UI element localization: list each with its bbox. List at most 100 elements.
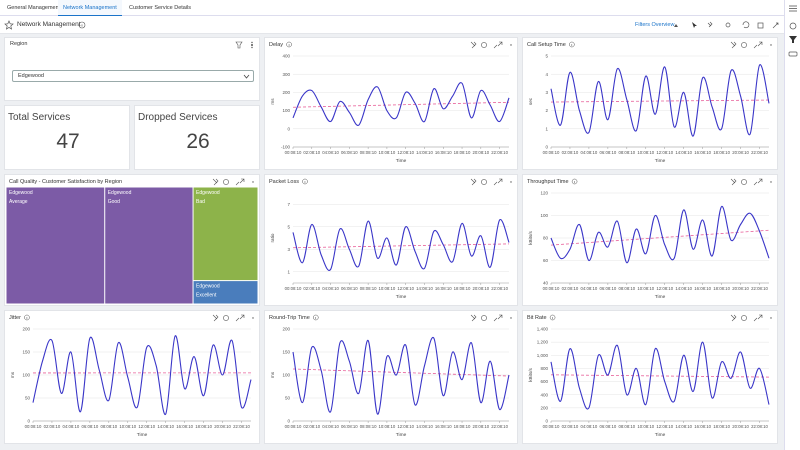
chart-title: Jitter — [9, 315, 21, 321]
x-tick-label: 18:08:10 — [454, 424, 471, 429]
x-tick-label: 12:08:10 — [397, 150, 414, 155]
region-selected: Edgewood — [18, 73, 44, 79]
data-line — [550, 64, 770, 137]
x-tick-label: 18:08:10 — [454, 150, 471, 155]
treemap-cell — [193, 281, 258, 304]
chart: Bit Rate 0 200 400 600 800 1,000 1,200 1,400 00:0… — [527, 314, 772, 438]
data-line — [550, 205, 770, 264]
more-icon — [510, 44, 512, 46]
y-axis-label: ratio — [270, 233, 275, 242]
y-tick-label: 200 — [282, 327, 290, 332]
trend-line — [292, 243, 510, 249]
x-tick-label: 22:08:10 — [491, 424, 508, 429]
x-tick-label: 16:08:10 — [435, 150, 452, 155]
x-tick-label: 04:08:10 — [581, 286, 598, 291]
chart-title: Throughput Time — [527, 179, 569, 185]
pin-icon — [470, 178, 477, 186]
star-icon[interactable] — [4, 20, 14, 30]
info-circle — [571, 178, 578, 185]
region-title: Region — [10, 41, 28, 47]
panel-actions[interactable] — [212, 314, 254, 322]
x-tick-label: 16:08:10 — [435, 286, 452, 291]
info-icon — [313, 314, 319, 321]
toolbar-icons[interactable] — [672, 21, 782, 30]
data-line — [550, 341, 770, 410]
y-tick-label: 3 — [287, 247, 290, 252]
kpi-title: Total Services — [8, 112, 71, 123]
x-tick-label: 20:08:10 — [214, 424, 231, 429]
expand-icon — [493, 314, 503, 322]
y-axis-label: kBits/s — [528, 231, 533, 245]
chart-panel: Round-Trip Time 0 50 100 150 200 00:08:10 02:08… — [264, 310, 518, 444]
expand-icon — [753, 41, 763, 49]
x-axis-label: Time — [655, 158, 666, 164]
info-icon — [24, 314, 30, 321]
tab[interactable]: Network Management — [58, 0, 122, 16]
x-tick-label: 12:08:10 — [656, 424, 673, 429]
y-axis-label: kBits/s — [528, 368, 533, 382]
sidebar-icons[interactable] — [785, 0, 800, 60]
x-tick-label: 22:08:10 — [751, 286, 768, 291]
chart-panel: Call Quality - Customer Satisfaction by … — [4, 174, 260, 306]
chart-panel: Jitter 0 50 100 150 200 00:08:10 02:08:10 04:08:… — [4, 310, 260, 444]
panel-actions[interactable] — [470, 178, 512, 186]
x-tick-label: 22:08:10 — [751, 424, 768, 429]
y-tick-label: 200 — [282, 90, 290, 95]
dropdown-arrow — [243, 74, 250, 79]
x-tick-label: 06:08:10 — [600, 424, 617, 429]
tab-bar: General Management Network Management Cu… — [0, 0, 784, 16]
comment-icon — [741, 179, 747, 185]
panel-actions[interactable] — [470, 41, 512, 49]
x-axis-label: Time — [655, 294, 666, 300]
x-tick-label: 12:08:10 — [397, 424, 414, 429]
region-select[interactable]: Edgewood — [12, 70, 254, 82]
comment-icon — [481, 42, 487, 48]
chart-panel: Packet Loss 1 3 5 7 00:08:10 02:08:10 04:08:10 0… — [264, 174, 518, 306]
x-tick-label: 06:08:10 — [600, 286, 617, 291]
chart-title: Call Setup Time — [527, 42, 566, 48]
x-tick-label: 14:08:10 — [675, 424, 692, 429]
x-tick-label: 02:08:10 — [44, 424, 61, 429]
x-tick-label: 12:08:10 — [138, 424, 155, 429]
x-tick-label: 12:08:10 — [397, 286, 414, 291]
treemap-cell — [105, 187, 193, 304]
y-tick-label: 2 — [545, 108, 548, 113]
x-axis-label: Time — [137, 432, 148, 438]
info-icon[interactable] — [78, 21, 86, 29]
x-tick-label: 02:08:10 — [303, 424, 320, 429]
x-tick-label: 04:08:10 — [322, 150, 339, 155]
x-tick-label: 22:08:10 — [491, 286, 508, 291]
x-tick-label: 18:08:10 — [713, 424, 730, 429]
tab[interactable]: General Management — [7, 5, 61, 11]
tab[interactable]: Customer Service Details — [129, 5, 192, 11]
filter-icons[interactable] — [235, 41, 257, 49]
more-icon — [770, 181, 772, 183]
data-line — [292, 219, 510, 271]
y-tick-label: 100 — [282, 373, 290, 378]
y-tick-label: 100 — [282, 108, 290, 113]
more-icon — [510, 317, 512, 319]
panel-actions[interactable] — [730, 314, 772, 322]
chart: Call Setup Time 0 1 2 3 4 5 00:08:10 02:08:10 04:… — [527, 41, 772, 164]
y-axis-label: ms — [270, 371, 275, 378]
region-filter: Region Edgewood — [4, 37, 260, 101]
kpi-card: Total Services 47 — [4, 105, 130, 170]
panel-actions[interactable] — [470, 314, 512, 322]
panel-actions[interactable] — [212, 178, 254, 186]
filters-overview[interactable]: Filters Overview — [635, 22, 675, 28]
y-tick-label: 4 — [545, 72, 548, 77]
comment-icon — [741, 315, 747, 321]
x-tick-label: 20:08:10 — [732, 286, 749, 291]
panel-actions[interactable] — [730, 41, 772, 49]
y-axis-label: ms — [10, 371, 15, 378]
x-tick-label: 08:08:10 — [100, 424, 117, 429]
panel-actions[interactable] — [730, 178, 772, 186]
y-tick-label: 60 — [543, 258, 549, 263]
x-tick-label: 16:08:10 — [694, 286, 711, 291]
y-tick-label: 5 — [287, 224, 290, 229]
data-line — [292, 82, 510, 126]
x-tick-label: 04:08:10 — [581, 150, 598, 155]
x-tick-label: 08:08:10 — [618, 424, 635, 429]
x-tick-label: 08:08:10 — [360, 150, 377, 155]
